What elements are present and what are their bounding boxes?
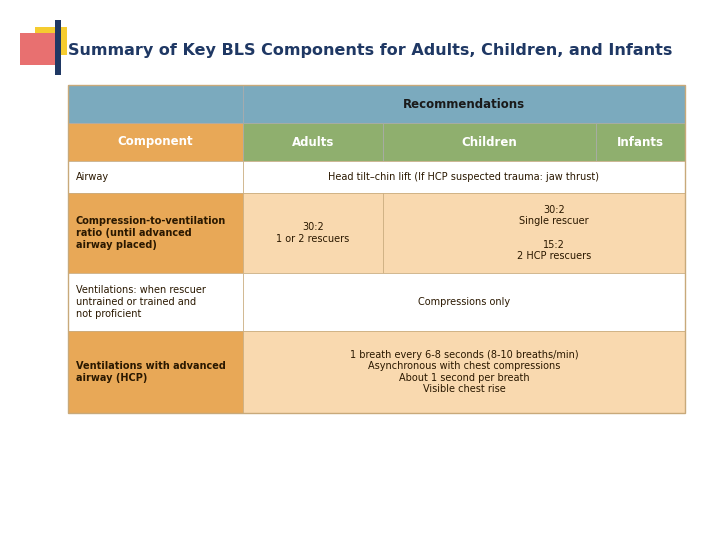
Text: 30:2
Single rescuer

15:2
2 HCP rescuers: 30:2 Single rescuer 15:2 2 HCP rescuers <box>517 205 591 261</box>
Text: Component: Component <box>117 136 193 148</box>
Text: Ventilations with advanced
airway (HCP): Ventilations with advanced airway (HCP) <box>76 361 226 383</box>
Text: Compression-to-ventilation
ratio (until advanced
airway placed): Compression-to-ventilation ratio (until … <box>76 217 226 249</box>
Bar <box>68 193 243 273</box>
Text: Adults: Adults <box>292 136 334 148</box>
Bar <box>383 123 596 161</box>
Text: Compressions only: Compressions only <box>418 297 510 307</box>
Bar <box>243 273 685 331</box>
Text: Head tilt–chin lift (If HCP suspected trauma: jaw thrust): Head tilt–chin lift (If HCP suspected tr… <box>328 172 600 182</box>
Bar <box>243 193 383 273</box>
Bar <box>383 193 685 273</box>
Text: Recommendations: Recommendations <box>403 98 525 111</box>
Text: Summary of Key BLS Components for Adults, Children, and Infants: Summary of Key BLS Components for Adults… <box>68 43 672 57</box>
Bar <box>68 123 243 161</box>
Text: Airway: Airway <box>76 172 109 182</box>
Text: 1 breath every 6-8 seconds (8-10 breaths/min)
Asynchronous with chest compressio: 1 breath every 6-8 seconds (8-10 breaths… <box>350 349 578 394</box>
Bar <box>243 123 383 161</box>
Bar <box>68 331 243 413</box>
Bar <box>55 20 61 75</box>
Bar <box>20 33 58 65</box>
Bar <box>243 161 685 193</box>
Text: 30:2
1 or 2 rescuers: 30:2 1 or 2 rescuers <box>276 222 350 244</box>
Bar <box>243 85 685 123</box>
Bar <box>596 123 685 161</box>
Bar <box>68 273 243 331</box>
Text: Ventilations: when rescuer
untrained or trained and
not proficient: Ventilations: when rescuer untrained or … <box>76 286 206 319</box>
Bar <box>35 27 67 55</box>
Bar <box>243 331 685 413</box>
Text: Children: Children <box>462 136 518 148</box>
Bar <box>68 85 243 123</box>
Bar <box>68 85 685 413</box>
Text: Infants: Infants <box>617 136 664 148</box>
Bar <box>68 161 243 193</box>
